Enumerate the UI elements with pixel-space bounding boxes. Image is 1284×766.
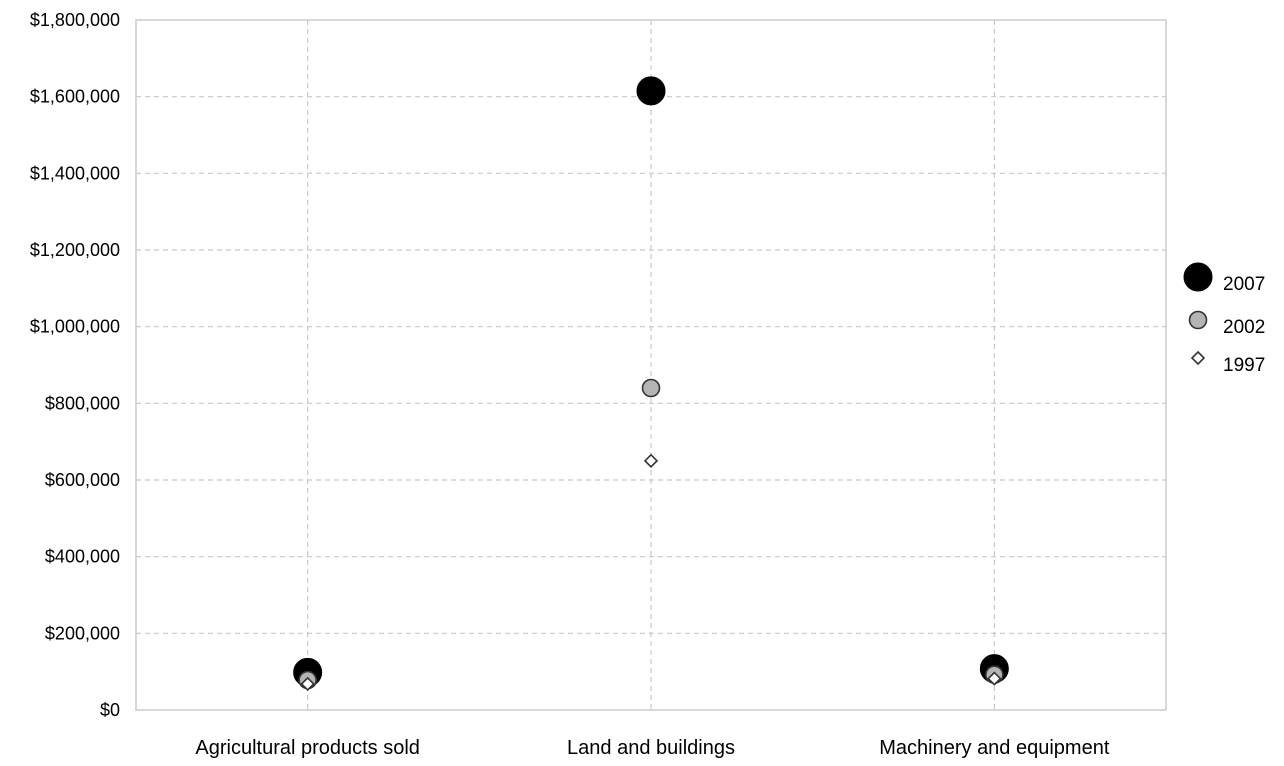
data-point-1997 (643, 453, 659, 468)
legend-label-1997: 1997 (1223, 355, 1265, 376)
x-category-label: Agricultural products sold (195, 737, 420, 759)
x-category-label: Machinery and equipment (879, 737, 1110, 759)
data-point-1997 (300, 676, 315, 692)
grid (136, 20, 1166, 710)
legend-label-2007: 2007 (1223, 274, 1265, 295)
data-point-2007 (636, 76, 666, 106)
y-tick-label: $1,000,000 (30, 317, 120, 337)
y-tick-label: $1,400,000 (30, 163, 120, 183)
y-tick-label: $1,800,000 (30, 10, 120, 30)
legend-marker-2002 (1188, 310, 1208, 330)
data-point-2002 (641, 378, 661, 398)
legend-marker-2007 (1183, 262, 1213, 292)
y-tick-label: $200,000 (45, 623, 120, 643)
data-points (293, 76, 1009, 692)
legend-marker-1997 (1190, 350, 1206, 366)
data-point-1997 (987, 671, 1002, 686)
y-tick-label: $800,000 (45, 393, 120, 413)
x-axis: Agricultural products sold Land and build… (195, 737, 1109, 759)
x-category-label: Land and buildings (567, 737, 735, 759)
y-tick-label: $0 (100, 700, 120, 720)
y-tick-label: $1,600,000 (30, 87, 120, 107)
y-axis: $0 $200,000 $400,000 $600,000 $800,000 $1,000… (30, 10, 120, 720)
y-tick-label: $600,000 (45, 470, 120, 490)
plot-area (135, 19, 1167, 711)
legend: 2007 2002 1997 (1183, 262, 1265, 376)
y-tick-label: $400,000 (45, 547, 120, 567)
y-tick-label: $1,200,000 (30, 240, 120, 260)
legend-label-2002: 2002 (1223, 317, 1265, 338)
